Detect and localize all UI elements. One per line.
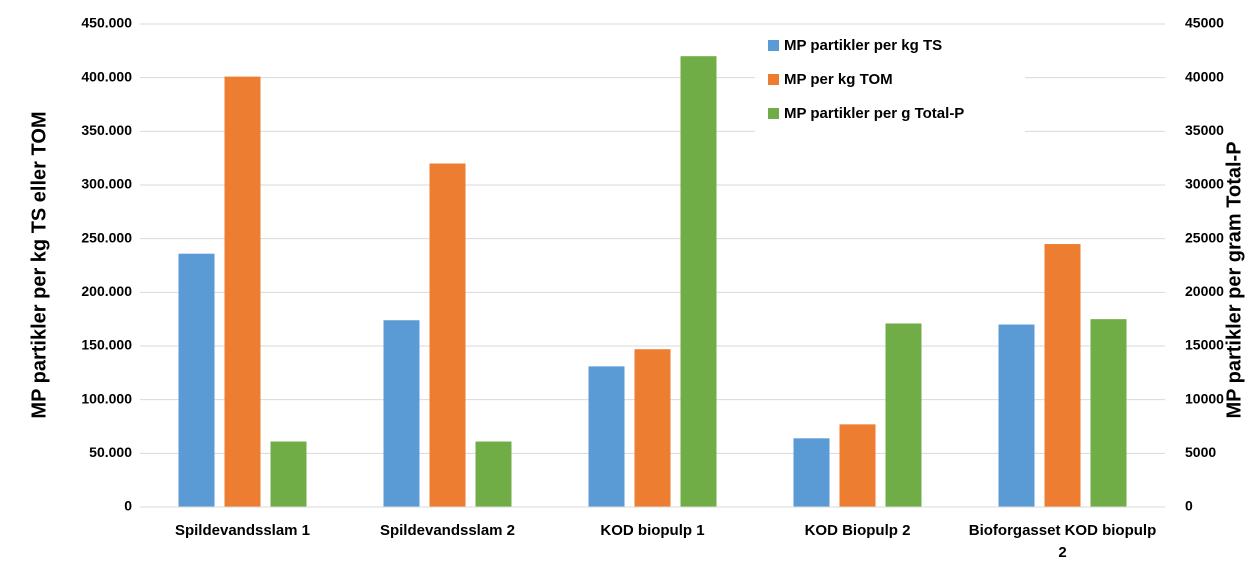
bar — [839, 424, 876, 507]
y-tick-label: 50.000 — [89, 444, 132, 460]
y-tick-label: 0 — [124, 498, 132, 514]
legend-swatch — [768, 40, 779, 51]
y2-tick-label: 45000 — [1185, 15, 1224, 31]
y-tick-label: 150.000 — [81, 337, 132, 353]
y2-tick-label: 15000 — [1185, 337, 1224, 353]
y2-tick-label: 20000 — [1185, 283, 1224, 299]
bar — [270, 441, 307, 507]
x-tick-label: KOD biopulp 1 — [600, 522, 705, 539]
x-tick-label: KOD Biopulp 2 — [804, 522, 911, 539]
y2-tick-label: 25000 — [1185, 229, 1224, 245]
bar — [885, 323, 922, 507]
y-tick-label: 450.000 — [81, 15, 132, 31]
y2-tick-label: 40000 — [1185, 68, 1224, 84]
bar — [634, 349, 671, 507]
y-tick-label: 100.000 — [81, 390, 132, 406]
y2-tick-label: 30000 — [1185, 176, 1224, 192]
y-tick-label: 200.000 — [81, 283, 132, 299]
bar — [475, 441, 512, 507]
y2-tick-label: 5000 — [1185, 444, 1216, 460]
legend-bg — [755, 30, 1025, 135]
y2-tick-label: 10000 — [1185, 390, 1224, 406]
y-tick-label: 350.000 — [81, 122, 132, 138]
legend-label: MP partikler per g Total-P — [784, 105, 964, 122]
bar — [998, 324, 1035, 507]
x-tick-label: Bioforgasset KOD biopulp 2 — [968, 522, 1157, 561]
legend-label: MP partikler per kg TS — [784, 37, 942, 54]
bar — [224, 76, 261, 508]
legend-swatch — [768, 108, 779, 119]
y2-tick-label: 0 — [1185, 498, 1193, 514]
bar — [178, 253, 215, 507]
bar — [1090, 319, 1127, 507]
bar — [1044, 244, 1081, 508]
bar — [680, 56, 717, 507]
y-axis-title: MP partikler per kg TS eller TOM — [28, 111, 50, 418]
bar — [793, 438, 830, 507]
y-tick-label: 300.000 — [81, 176, 132, 192]
x-tick-label: Spildevandsslam 2 — [379, 522, 516, 539]
y2-tick-label: 35000 — [1185, 122, 1224, 138]
y2-axis-title: MP partikler per gram Total-P — [1223, 141, 1245, 418]
x-tick-label: Spildevandsslam 1 — [174, 522, 311, 539]
bar — [383, 320, 420, 507]
bar — [588, 366, 625, 507]
y-tick-label: 250.000 — [81, 229, 132, 245]
legend-swatch — [768, 74, 779, 85]
bar — [429, 163, 466, 508]
y-tick-label: 400.000 — [81, 68, 132, 84]
legend-label: MP per kg TOM — [784, 71, 893, 88]
